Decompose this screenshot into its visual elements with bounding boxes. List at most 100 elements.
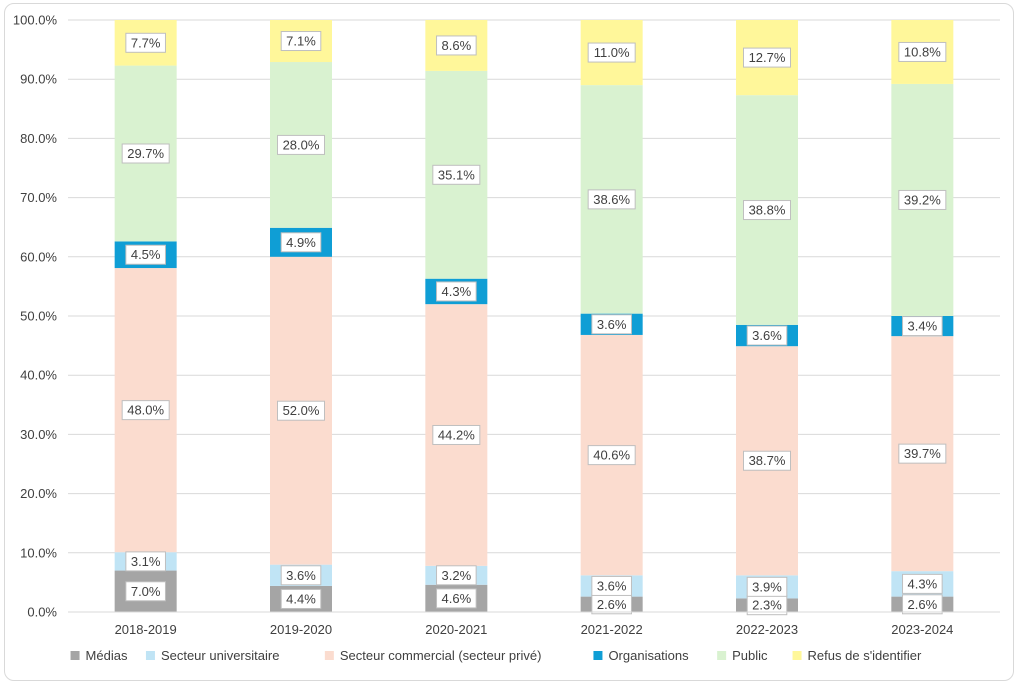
y-tick-label: 10.0% (20, 545, 57, 560)
legend-swatch-secteur-commercial-secteur-prive (324, 651, 334, 660)
data-label-organisations: 4.5% (131, 247, 161, 262)
y-tick-label: 40.0% (20, 368, 57, 383)
data-label-public: 38.6% (593, 192, 630, 207)
data-label-public: 39.2% (904, 192, 941, 207)
data-label-secteur-universitaire: 3.2% (442, 568, 472, 583)
data-label-box (746, 576, 788, 597)
legend-label-secteur-universitaire: Secteur universitaire (161, 648, 280, 663)
data-label-box (902, 316, 943, 337)
y-tick-label: 80.0% (20, 131, 57, 146)
legend-swatch-secteur-universitaire (145, 651, 155, 660)
data-label-box (280, 565, 322, 586)
data-label-box (902, 573, 943, 594)
x-tick-label: 2019-2020 (270, 622, 332, 637)
data-label-refus-de-s-identifier: 8.6% (442, 38, 472, 53)
data-label-box (902, 594, 943, 615)
data-label-medias: 2.6% (597, 597, 627, 612)
data-label-public: 38.8% (749, 203, 786, 218)
data-label-public: 35.1% (438, 167, 475, 182)
data-label-box (898, 189, 947, 210)
legend-swatch-organisations (593, 651, 603, 660)
legend-label-organisations: Organisations (608, 648, 689, 663)
y-tick-label: 20.0% (20, 486, 57, 501)
data-label-secteur-universitaire: 3.9% (752, 579, 782, 594)
y-tick-label: 90.0% (20, 72, 57, 87)
data-label-secteur-commercial-secteur-prive: 44.2% (438, 427, 475, 442)
legend-label-public: Public (732, 648, 768, 663)
data-label-box (280, 588, 322, 609)
data-label-secteur-commercial-secteur-prive: 52.0% (283, 403, 320, 418)
data-label-box (898, 41, 947, 62)
legend-swatch-public (717, 651, 727, 660)
data-label-box (587, 42, 636, 63)
data-label-organisations: 3.6% (597, 317, 627, 332)
data-label-box (436, 35, 477, 56)
data-label-secteur-universitaire: 3.6% (597, 578, 627, 593)
data-label-box (743, 450, 791, 471)
legend-label-secteur-commercial-secteur-prive: Secteur commercial (secteur privé) (340, 648, 542, 663)
legend-swatch-refus-de-s-identifier (792, 651, 802, 660)
data-label-box (125, 551, 166, 572)
y-tick-label: 100.0% (13, 13, 58, 28)
data-label-refus-de-s-identifier: 7.1% (286, 34, 316, 49)
data-label-medias: 2.3% (752, 598, 782, 613)
data-label-public: 28.0% (283, 137, 320, 152)
data-label-secteur-commercial-secteur-prive: 39.7% (904, 446, 941, 461)
data-label-organisations: 4.9% (286, 235, 316, 250)
data-label-refus-de-s-identifier: 12.7% (749, 50, 786, 65)
y-tick-label: 0.0% (27, 605, 57, 620)
data-label-secteur-commercial-secteur-prive: 40.6% (593, 448, 630, 463)
x-tick-label: 2022-2023 (736, 622, 798, 637)
data-label-medias: 4.6% (442, 591, 472, 606)
data-label-box (280, 31, 322, 52)
legend-swatch-medias (70, 651, 80, 660)
data-label-secteur-universitaire: 4.3% (908, 576, 938, 591)
data-label-box (432, 424, 481, 445)
data-label-box (746, 325, 788, 346)
data-label-refus-de-s-identifier: 7.7% (131, 35, 161, 50)
data-label-organisations: 3.4% (908, 319, 938, 334)
data-label-refus-de-s-identifier: 11.0% (594, 45, 630, 60)
legend-label-medias: Médias (86, 648, 128, 663)
y-tick-label: 60.0% (20, 249, 57, 264)
x-tick-label: 2018-2019 (115, 622, 177, 637)
x-tick-label: 2023-2024 (891, 622, 953, 637)
data-label-organisations: 3.6% (752, 328, 782, 343)
y-tick-label: 30.0% (20, 427, 57, 442)
data-label-medias: 4.4% (286, 591, 316, 606)
y-tick-label: 50.0% (20, 309, 57, 324)
data-label-box (898, 443, 947, 464)
data-label-organisations: 4.3% (442, 284, 472, 299)
data-label-box (125, 244, 166, 265)
data-label-medias: 7.0% (131, 584, 161, 599)
data-label-box (743, 200, 791, 221)
data-label-public: 29.7% (127, 146, 164, 161)
data-label-box (436, 281, 477, 302)
data-label-box (591, 314, 632, 335)
data-label-box (436, 588, 477, 609)
data-label-box (277, 400, 325, 421)
data-label-box (277, 134, 325, 155)
data-label-secteur-universitaire: 3.1% (131, 554, 161, 569)
data-label-box (125, 32, 166, 53)
data-label-secteur-commercial-secteur-prive: 38.7% (749, 453, 786, 468)
data-label-box (591, 575, 632, 596)
data-label-box (125, 581, 166, 602)
data-label-secteur-universitaire: 3.6% (286, 568, 316, 583)
data-label-box (121, 400, 170, 421)
data-label-secteur-commercial-secteur-prive: 48.0% (127, 403, 164, 418)
data-label-box (743, 47, 791, 68)
legend-label-refus-de-s-identifier: Refus de s'identifier (808, 648, 922, 663)
data-label-box (121, 143, 170, 164)
data-label-box (436, 565, 477, 586)
data-label-box (280, 232, 322, 253)
data-label-box (587, 445, 636, 466)
x-tick-label: 2021-2022 (581, 622, 643, 637)
data-label-box (587, 189, 636, 210)
data-label-medias: 2.6% (908, 597, 938, 612)
x-tick-label: 2020-2021 (425, 622, 487, 637)
data-label-box (432, 164, 481, 185)
y-tick-label: 70.0% (20, 190, 57, 205)
data-label-refus-de-s-identifier: 10.8% (904, 44, 941, 59)
